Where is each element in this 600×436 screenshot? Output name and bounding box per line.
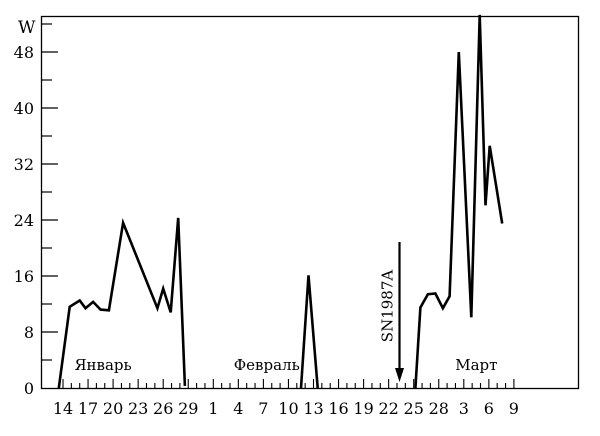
month-label: Февраль <box>234 356 300 374</box>
series-segment <box>57 217 187 389</box>
x-tick-label: 13 <box>303 399 323 418</box>
y-tick-label: 40 <box>14 99 34 118</box>
month-label: Январь <box>74 356 131 374</box>
x-tick-label: 9 <box>509 399 519 418</box>
x-tick-label: 1 <box>208 399 218 418</box>
x-tick-label: 3 <box>459 399 469 418</box>
y-tick-label: 24 <box>14 211 34 230</box>
plot-frame <box>40 15 580 390</box>
x-tick-label: 6 <box>484 399 494 418</box>
month-label: Март <box>455 356 497 374</box>
sn1987a-annotation: SN1987A <box>379 242 405 382</box>
x-tick-label: 10 <box>278 399 298 418</box>
y-axis: 0 8 16 24 32 40 48 <box>14 23 58 398</box>
series-segment <box>299 275 319 389</box>
series-segment <box>414 14 504 389</box>
y-tick-label: 0 <box>24 379 34 398</box>
series-line <box>57 14 504 389</box>
annotation-label: SN1987A <box>379 270 397 343</box>
x-tick-label: 26 <box>153 399 173 418</box>
x-tick-label: 17 <box>78 399 98 418</box>
annotation-arrow-head <box>395 368 405 382</box>
x-axis: 14 17 20 23 26 29 1 4 7 10 13 16 19 22 25 28 3 6 9 <box>53 379 519 418</box>
y-tick-label: 16 <box>14 267 34 286</box>
x-tick-label: 25 <box>404 399 424 418</box>
x-tick-label: 19 <box>353 399 373 418</box>
x-tick-label: 16 <box>328 399 348 418</box>
x-tick-label: 22 <box>378 399 398 418</box>
y-tick-label: 48 <box>14 43 34 62</box>
y-axis-label: W <box>18 18 36 38</box>
x-tick-label: 4 <box>233 399 243 418</box>
x-tick-label: 20 <box>103 399 123 418</box>
y-tick-label: 32 <box>14 155 34 174</box>
x-tick-label: 28 <box>429 399 449 418</box>
x-tick-label: 23 <box>128 399 148 418</box>
x-tick-label: 29 <box>178 399 198 418</box>
month-labels: Январь Февраль Март <box>74 356 497 374</box>
x-tick-label: 7 <box>258 399 268 418</box>
x-tick-label: 14 <box>53 399 73 418</box>
y-tick-label: 8 <box>24 323 34 342</box>
